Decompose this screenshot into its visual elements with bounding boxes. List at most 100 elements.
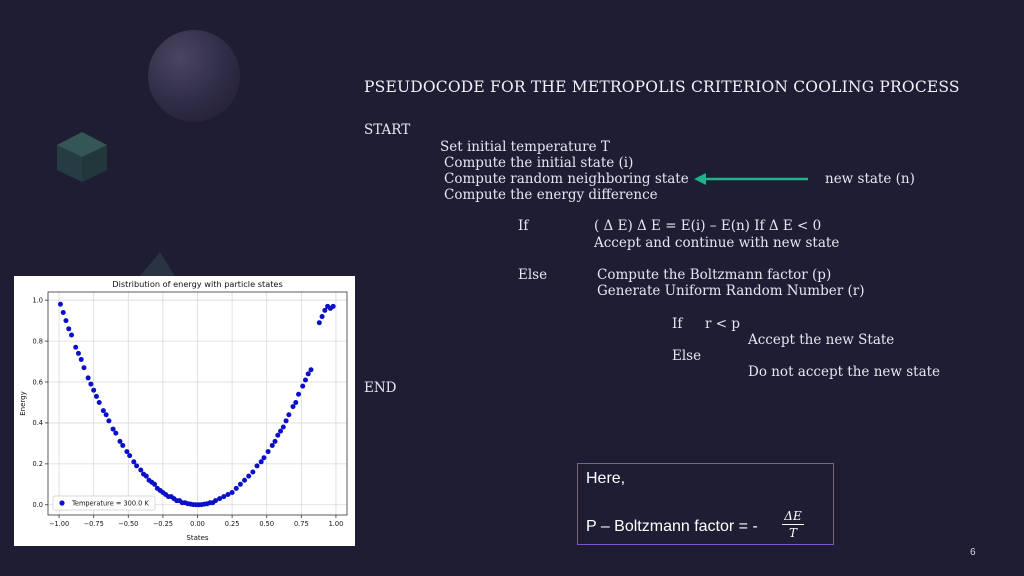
data-point (88, 381, 94, 387)
pseudo-else-line-1: Compute the Boltzmann factor (p) (597, 267, 832, 283)
data-point (242, 477, 248, 483)
data-point (275, 432, 281, 438)
data-point (229, 489, 235, 495)
pseudo-if-action: Accept and continue with new state (594, 235, 840, 251)
data-point (63, 318, 69, 324)
y-tick-label: 0.2 (33, 460, 44, 468)
data-point (120, 442, 126, 448)
data-point (93, 393, 99, 399)
chart-points (57, 301, 336, 508)
data-point (152, 481, 158, 487)
data-point (250, 469, 256, 475)
data-point (319, 314, 325, 320)
legend-box (52, 495, 156, 511)
legend-label: Temperature = 300.0 K (71, 499, 149, 507)
data-point (308, 367, 314, 373)
slide-title: PSEUDOCODE FOR THE METROPOLIS CRITERION … (364, 78, 960, 96)
data-point (78, 357, 84, 363)
data-point (246, 473, 252, 479)
chart-svg: −1.00 −0.75 −0.50 −0.25 0.00 0.25 0.50 0.75 1.00… (19, 279, 348, 542)
chart-y-axis-label: Energy (19, 391, 27, 416)
data-point (143, 473, 149, 479)
fraction-bar (782, 524, 804, 525)
data-point (106, 418, 112, 424)
pseudo-inner-if-keyword: If (672, 316, 683, 332)
pseudo-start: START (364, 122, 411, 138)
data-point (212, 498, 218, 504)
pseudo-line-4: Compute the energy difference (444, 187, 658, 203)
data-point (261, 455, 267, 461)
data-point (258, 459, 264, 465)
x-tick-label: 0.50 (259, 520, 274, 528)
decorative-cube (57, 132, 107, 182)
y-tick-label: 0.4 (33, 419, 44, 427)
note-formula-text: P – Boltzmann factor = - (586, 518, 758, 535)
data-point (100, 408, 106, 414)
data-point (254, 463, 260, 469)
page-number: 6 (970, 547, 976, 558)
y-tick-label: 0.6 (33, 378, 44, 386)
pseudo-if-condition: ( Δ E) Δ E = E(i) – E(n) If Δ E < 0 (594, 218, 822, 234)
y-tick-label: 1.0 (33, 296, 44, 304)
pseudo-inner-else-keyword: Else (672, 348, 702, 364)
data-point (134, 463, 140, 469)
data-point (96, 399, 102, 405)
pseudo-line-2: Compute the initial state (i) (444, 155, 634, 171)
data-point (237, 481, 243, 487)
data-point (85, 375, 91, 381)
left-arrow-icon (694, 173, 808, 185)
decorative-sphere (148, 30, 240, 122)
data-point (330, 303, 336, 309)
data-point (103, 412, 109, 418)
data-point (81, 365, 87, 371)
chart-x-axis-label: States (186, 534, 209, 542)
data-point (316, 320, 322, 326)
data-point (217, 496, 223, 502)
chart-grid (48, 292, 347, 515)
data-point (221, 494, 227, 500)
pseudo-inner-if-action: Accept the new State (748, 332, 895, 348)
data-point (66, 326, 72, 332)
data-point (73, 344, 79, 350)
data-point (302, 377, 308, 383)
data-point (117, 438, 123, 444)
y-tick-label: 0.0 (33, 501, 44, 509)
pseudo-else-keyword: Else (518, 267, 548, 283)
data-point (296, 391, 302, 397)
energy-distribution-chart: −1.00 −0.75 −0.50 −0.25 0.00 0.25 0.50 0.75 1.00… (14, 276, 355, 546)
data-point (269, 442, 275, 448)
data-point (110, 426, 116, 432)
data-point (278, 428, 284, 434)
data-point (113, 430, 119, 436)
legend-marker (59, 500, 65, 506)
data-point (233, 485, 239, 491)
chart-legend: Temperature = 300.0 K (52, 495, 156, 511)
data-point (138, 467, 144, 473)
pseudo-if-keyword: If (518, 218, 529, 234)
pseudo-inner-if-condition: r < p (705, 316, 740, 332)
data-point (131, 459, 137, 465)
data-point (305, 371, 311, 377)
chart-title: Distribution of energy with particle sta… (112, 279, 282, 289)
x-tick-label: −1.00 (49, 520, 69, 528)
data-point (293, 399, 299, 405)
pseudo-else-line-2: Generate Uniform Random Number (r) (597, 283, 865, 299)
data-point (283, 418, 289, 424)
boltzmann-note-box: Here, P – Boltzmann factor = - ΔE T (577, 463, 834, 545)
y-tick-label: 0.8 (33, 337, 44, 345)
pseudo-inner-else-action: Do not accept the new state (748, 364, 941, 380)
data-point (127, 453, 133, 459)
pseudo-end: END (364, 380, 397, 396)
fraction-numerator: ΔE (784, 509, 802, 523)
x-tick-label: 0.25 (225, 520, 240, 528)
data-point (272, 438, 278, 444)
data-point (286, 412, 292, 418)
data-point (322, 307, 328, 313)
data-point (60, 309, 66, 315)
pseudo-line-1: Set initial temperature T (440, 139, 610, 155)
data-point (290, 404, 296, 410)
data-point (280, 424, 286, 430)
data-point (300, 383, 306, 389)
data-point (265, 449, 271, 455)
data-point (69, 332, 75, 338)
